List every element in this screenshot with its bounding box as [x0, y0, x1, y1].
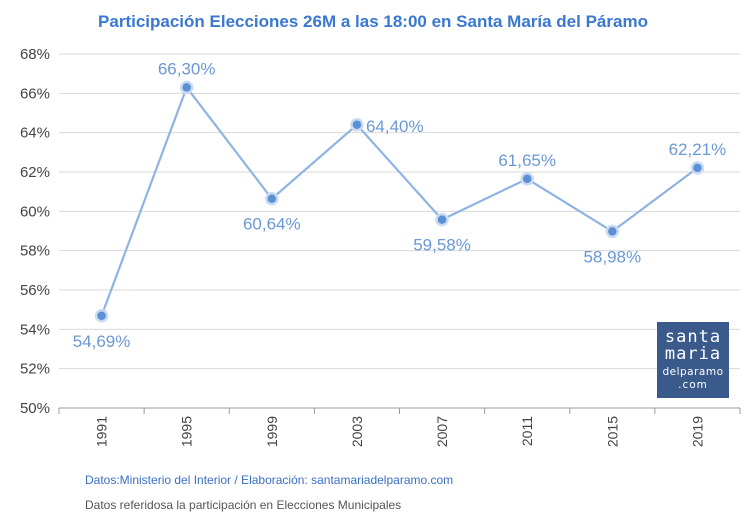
chart-title: Participación Elecciones 26M a las 18:00…	[98, 12, 648, 31]
x-axis: 1991 1995 1999 2003 2007 2011 2015 2019	[59, 408, 740, 447]
y-axis-ticks: 50% 52% 54% 56% 58% 60% 62% 64% 66% 68%	[20, 46, 50, 417]
x-tick-label: 2011	[519, 416, 535, 446]
data-point	[607, 226, 618, 237]
x-tick-label: 2003	[349, 416, 365, 447]
x-tick-label: 1999	[264, 416, 280, 447]
data-label: 62,21%	[669, 140, 727, 159]
y-tick-label: 56%	[20, 282, 50, 299]
data-point	[692, 162, 703, 173]
x-tick-label: 2015	[604, 416, 620, 447]
note-caption: Datos referidosa la participación en Ele…	[85, 498, 401, 512]
logo-line-2: maria	[665, 346, 721, 363]
y-tick-label: 62%	[20, 164, 50, 181]
x-tick-label: 2019	[689, 416, 705, 447]
data-point	[181, 82, 192, 93]
x-tick-label: 1991	[94, 416, 110, 447]
data-label: 66,30%	[158, 59, 216, 78]
y-tick-label: 64%	[20, 125, 50, 142]
chart-canvas: Participación Elecciones 26M a las 18:00…	[0, 0, 755, 470]
data-point	[351, 119, 362, 130]
grid-lines	[59, 54, 740, 408]
y-tick-label: 54%	[20, 321, 50, 338]
y-tick-label: 60%	[20, 203, 50, 220]
y-tick-label: 58%	[20, 243, 50, 260]
data-labels: 54,69% 66,30% 60,64% 64,40% 59,58% 61,65% 58,9…	[73, 59, 727, 350]
x-tick-label: 1995	[179, 416, 195, 447]
data-point	[96, 310, 107, 321]
data-label: 54,69%	[73, 332, 131, 351]
data-point	[522, 173, 533, 184]
data-label: 61,65%	[498, 151, 556, 170]
site-logo: santa maria delparamo .com	[657, 322, 729, 398]
data-label: 64,40%	[366, 117, 424, 136]
y-tick-label: 52%	[20, 361, 50, 378]
y-tick-label: 50%	[20, 400, 50, 417]
y-tick-label: 66%	[20, 85, 50, 102]
y-tick-label: 68%	[20, 46, 50, 63]
data-label: 59,58%	[413, 236, 471, 255]
x-tick-label: 2007	[434, 416, 450, 447]
source-caption: Datos:Ministerio del Interior / Elaborac…	[85, 473, 453, 487]
data-point	[437, 214, 448, 225]
data-label: 58,98%	[583, 247, 641, 266]
logo-line-3: delparamo	[662, 366, 723, 379]
data-label: 60,64%	[243, 215, 301, 234]
logo-line-4: .com	[678, 379, 708, 392]
data-point	[266, 193, 277, 204]
logo-line-1: santa	[665, 329, 721, 346]
